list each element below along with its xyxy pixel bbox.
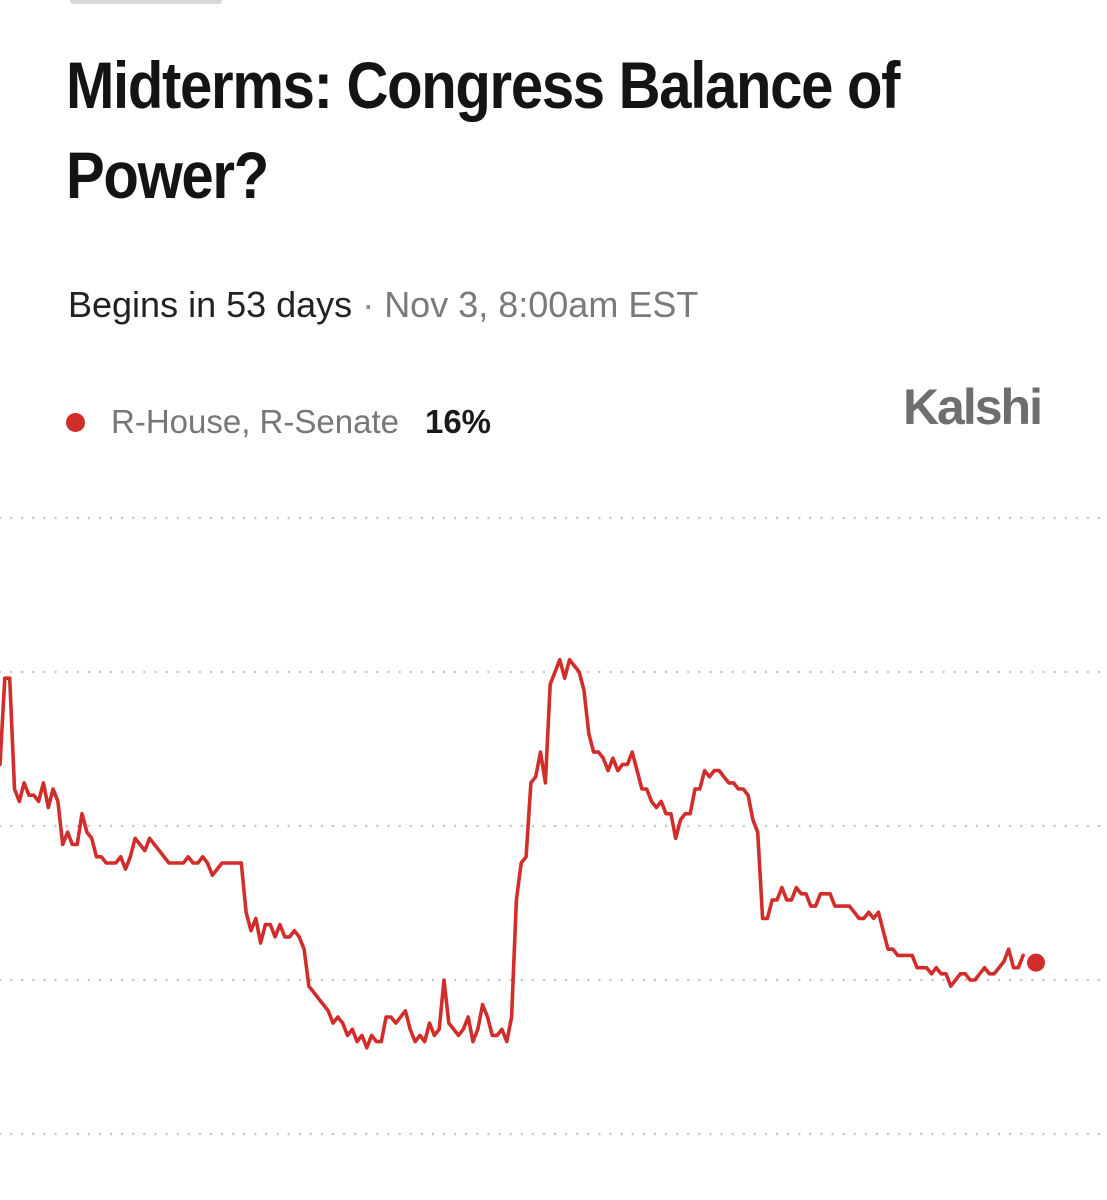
series-color-dot — [66, 412, 85, 432]
separator-dot: · — [362, 284, 375, 325]
cropped-header-text — [70, 0, 222, 4]
chart-legend: R-House, R-Senate 16% — [66, 400, 491, 444]
chart-grid — [0, 516, 1107, 1136]
kalshi-logo: Kalshi — [902, 379, 1043, 435]
legend-series-name: R-House, R-Senate — [111, 403, 399, 440]
series-end-marker — [1023, 949, 1049, 976]
page-title: Midterms: Congress Balance of Power? — [66, 48, 900, 212]
event-date: Nov 3, 8:00am EST — [384, 284, 699, 325]
begins-countdown: Begins in 53 days — [68, 284, 353, 325]
series-line-r-house-r-senate — [0, 657, 1030, 1050]
legend-series-value: 16% — [424, 403, 492, 440]
event-schedule: Begins in 53 days · Nov 3, 8:00am EST — [68, 283, 698, 327]
